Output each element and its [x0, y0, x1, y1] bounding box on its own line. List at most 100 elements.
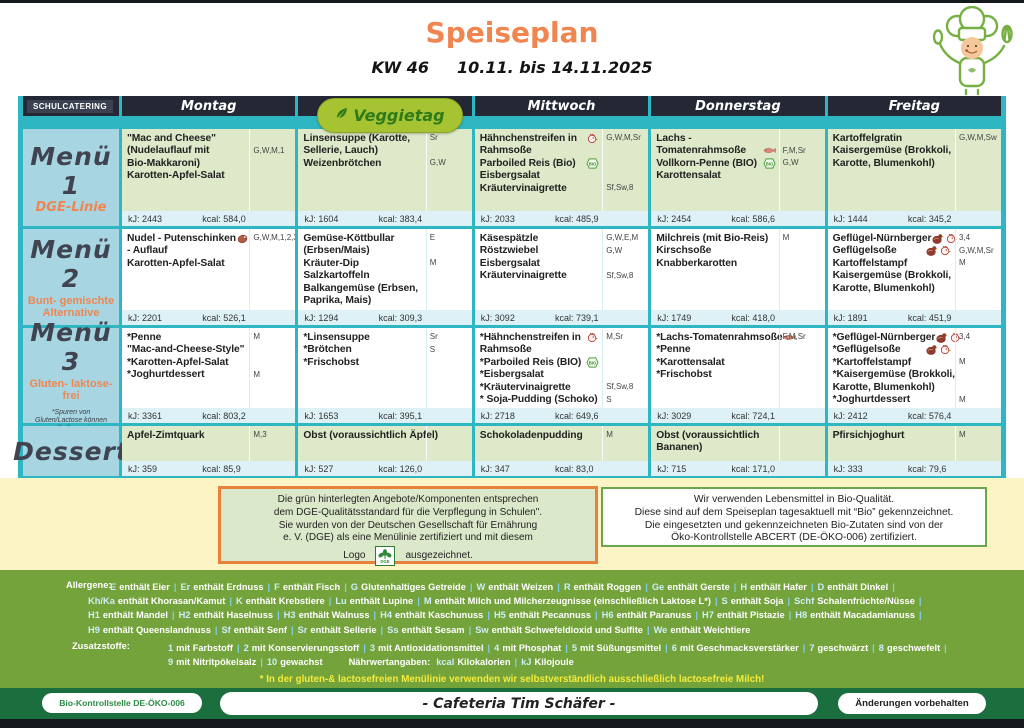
dish-line: Kartoffelstampf: [833, 257, 954, 270]
dish-line: Milchreis (mit Bio-Reis): [656, 232, 777, 245]
date-range: 10.11. bis 14.11.2025: [456, 58, 653, 77]
poultry-icon: [939, 343, 952, 356]
legend-code: H: [740, 582, 748, 592]
dish-line: Kräuter-Dip: [303, 257, 424, 270]
nutrition-strip: kJ: 527 kcal: 126,0: [298, 461, 472, 476]
row-label-dessert: Dessert: [13, 426, 128, 476]
allergen-code: M: [429, 258, 437, 267]
legend-code: H5: [493, 610, 506, 621]
dish-text: *Joghurtdessert: [832, 394, 911, 406]
dish-text: Kräutervinaigrette: [479, 270, 567, 282]
nutrition-strip: kJ: 2201 kcal: 526,1: [122, 310, 296, 325]
kcal-value: kcal: 83,0: [555, 463, 594, 474]
nutrition-strip: kJ: 3361 kcal: 803,2: [122, 408, 296, 423]
dish-line: "Mac-and-Cheese-Style": [127, 344, 248, 357]
legend-code: Lu: [335, 596, 347, 607]
legend-desc: geschwefelt: [886, 642, 941, 653]
allergen-code: Sr: [429, 133, 438, 142]
svg-text:BIO: BIO: [589, 161, 597, 166]
legend-code: 4: [494, 642, 500, 653]
turkey-icon: [931, 232, 945, 245]
legend-line: 9 mit Nitritpökelsalz | 10 gewachst Nährwerta…: [168, 657, 574, 668]
nutrition-strip: kJ: 2412 kcal: 576,4: [827, 408, 1001, 423]
dish-text: Milchreis (mit Bio-Reis): [656, 232, 769, 244]
dish-line: *Penne: [127, 331, 248, 344]
dish-text: Parboiled Reis (Bio): [479, 157, 576, 169]
dish-text: - Auflauf: [127, 245, 168, 257]
veggietag-badge: Veggietag: [317, 98, 463, 133]
dge-logo-line: Logo DGE ausgezeichnet.: [221, 546, 595, 567]
kcal-value: kcal: 649,6: [555, 410, 599, 421]
day-header-freitag: Freitag: [827, 96, 1001, 116]
dish-line: Salzkartoffeln: [303, 270, 424, 283]
dish-line: Lachs -: [656, 132, 777, 145]
dish-text: *Geflügel-Nürnberger: [832, 331, 936, 343]
dish-line: Nudel - Putenschinken: [127, 232, 248, 245]
dish-line: Geflügelsoße: [833, 245, 954, 258]
cell-menu1-dienstag: Linsensuppe (Karotte, Sellerie, Lauch) Wei…: [298, 129, 472, 226]
legend-desc: enthält Milch und Milcherzeugnisse (eins…: [434, 596, 711, 607]
dish-text: Karotten-Apfel-Salat: [127, 170, 225, 182]
kcal-value: kcal: 79,6: [907, 463, 947, 474]
allergen-code: M: [253, 369, 261, 379]
legend-desc: enthält Schwefeldioxid und Sulfite: [491, 624, 643, 635]
dish-text: *Lachs-Tomatenrahmsoße: [656, 331, 783, 343]
bio-info-box: Wir verwenden Lebensmittel in Bio-Qualit…: [601, 487, 987, 547]
dish-line: *Hähnchenstreifen in: [480, 331, 601, 344]
dish-text: Kräuter-Dip: [303, 257, 359, 269]
dish-line: Eisbergsalat: [480, 170, 601, 183]
dish-text: Lachs -: [656, 132, 692, 144]
dish-line: * Soja-Pudding (Schoko): [480, 394, 601, 407]
dish-text: Bio-Makkaroni): [127, 157, 200, 169]
allergen-code: G,W,M,1,2,3,4: [253, 233, 295, 242]
dish-text: *Kaisergemüse (Brokkoli,: [832, 369, 955, 381]
dish-text: *Joghurtdessert: [127, 369, 205, 381]
dish-line: Kräutervinaigrette: [480, 270, 601, 283]
turkey-icon: [925, 343, 938, 356]
dish-line: *Linsensuppe: [303, 331, 424, 344]
legend-code: R: [563, 582, 571, 592]
dge-info-line: Die grün hinterlegten Angebote/Komponent…: [277, 494, 539, 505]
dish-text: Karotte, Blumenkohl): [832, 381, 935, 393]
kj-value: kJ: 2443: [128, 213, 163, 224]
nutrition-strip: kJ: 1891 kcal: 451,9: [827, 310, 1001, 325]
dish-text: *Penne: [127, 331, 162, 343]
legend-code: 9: [168, 657, 174, 668]
dish-line: Obst (voraussichtlich: [656, 429, 777, 442]
dish-line: *Kaisergemüse (Brokkoli,: [832, 369, 955, 382]
dish-line: Linsensuppe (Karotte,: [303, 132, 424, 145]
allergen-code: E: [429, 233, 436, 242]
dish-line: *Karotten-Apfel-Salat: [127, 356, 248, 369]
dish-line: Röstzwiebel: [480, 245, 601, 258]
nutrition-strip: kJ: 3092 kcal: 739,1: [474, 310, 649, 325]
dish-text: Schokoladenpudding: [479, 429, 583, 441]
kcal-value: kcal: 485,9: [555, 213, 599, 224]
legend-code: Er: [180, 582, 191, 592]
dish-line: Knabberkarotten: [656, 257, 777, 270]
kcal-value: kcal: 418,0: [731, 312, 775, 323]
legend-desc: mit Phosphat: [502, 642, 562, 653]
dish-line: Rahmsoße: [480, 145, 601, 158]
allergen-code: F,M,Sr: [782, 145, 806, 155]
dish-text: Vollkorn-Penne (BIO): [656, 157, 757, 169]
dish-text: Obst (voraussichtlich Äpfel): [303, 429, 438, 441]
additives-legend: Zusatzstoffe: 1 mit Farbstoff | 2 mit Konser…: [0, 641, 1024, 669]
dish-line: *Joghurtdessert: [833, 394, 954, 407]
nutrition-strip: kJ: 1653 kcal: 395,1: [298, 408, 472, 423]
dge-logo-icon: DGE: [375, 546, 396, 567]
dish-text: Weizenbrötchen: [303, 157, 382, 169]
cell-dessert-montag: Apfel-Zimtquark M,3 kJ: 359 kcal: 85,9: [122, 426, 296, 476]
row-label-menu3: Menü 3 Gluten- laktose-frei *Spuren von Gl…: [23, 318, 119, 432]
legend-desc: enthält Lupine: [349, 596, 414, 607]
kj-value: kJ: 3029: [657, 410, 692, 421]
kcal-value: kcal: 586,6: [731, 213, 775, 224]
turkey-icon: [925, 244, 938, 257]
legend-desc: enthält Senf: [233, 624, 287, 635]
legend-code: H8: [795, 610, 808, 621]
dish-text: Kirschsoße: [656, 245, 712, 257]
nutrition-strip: kJ: 2454 kcal: 586,6: [651, 211, 825, 226]
cell-menu3-mittwoch: *Hähnchenstreifen in Rahmsoße *Parboiled R…: [474, 328, 649, 423]
legend-desc: enthält Khorasan/Kamut: [117, 596, 226, 607]
dish-line: "Mac and Cheese": [127, 132, 248, 145]
